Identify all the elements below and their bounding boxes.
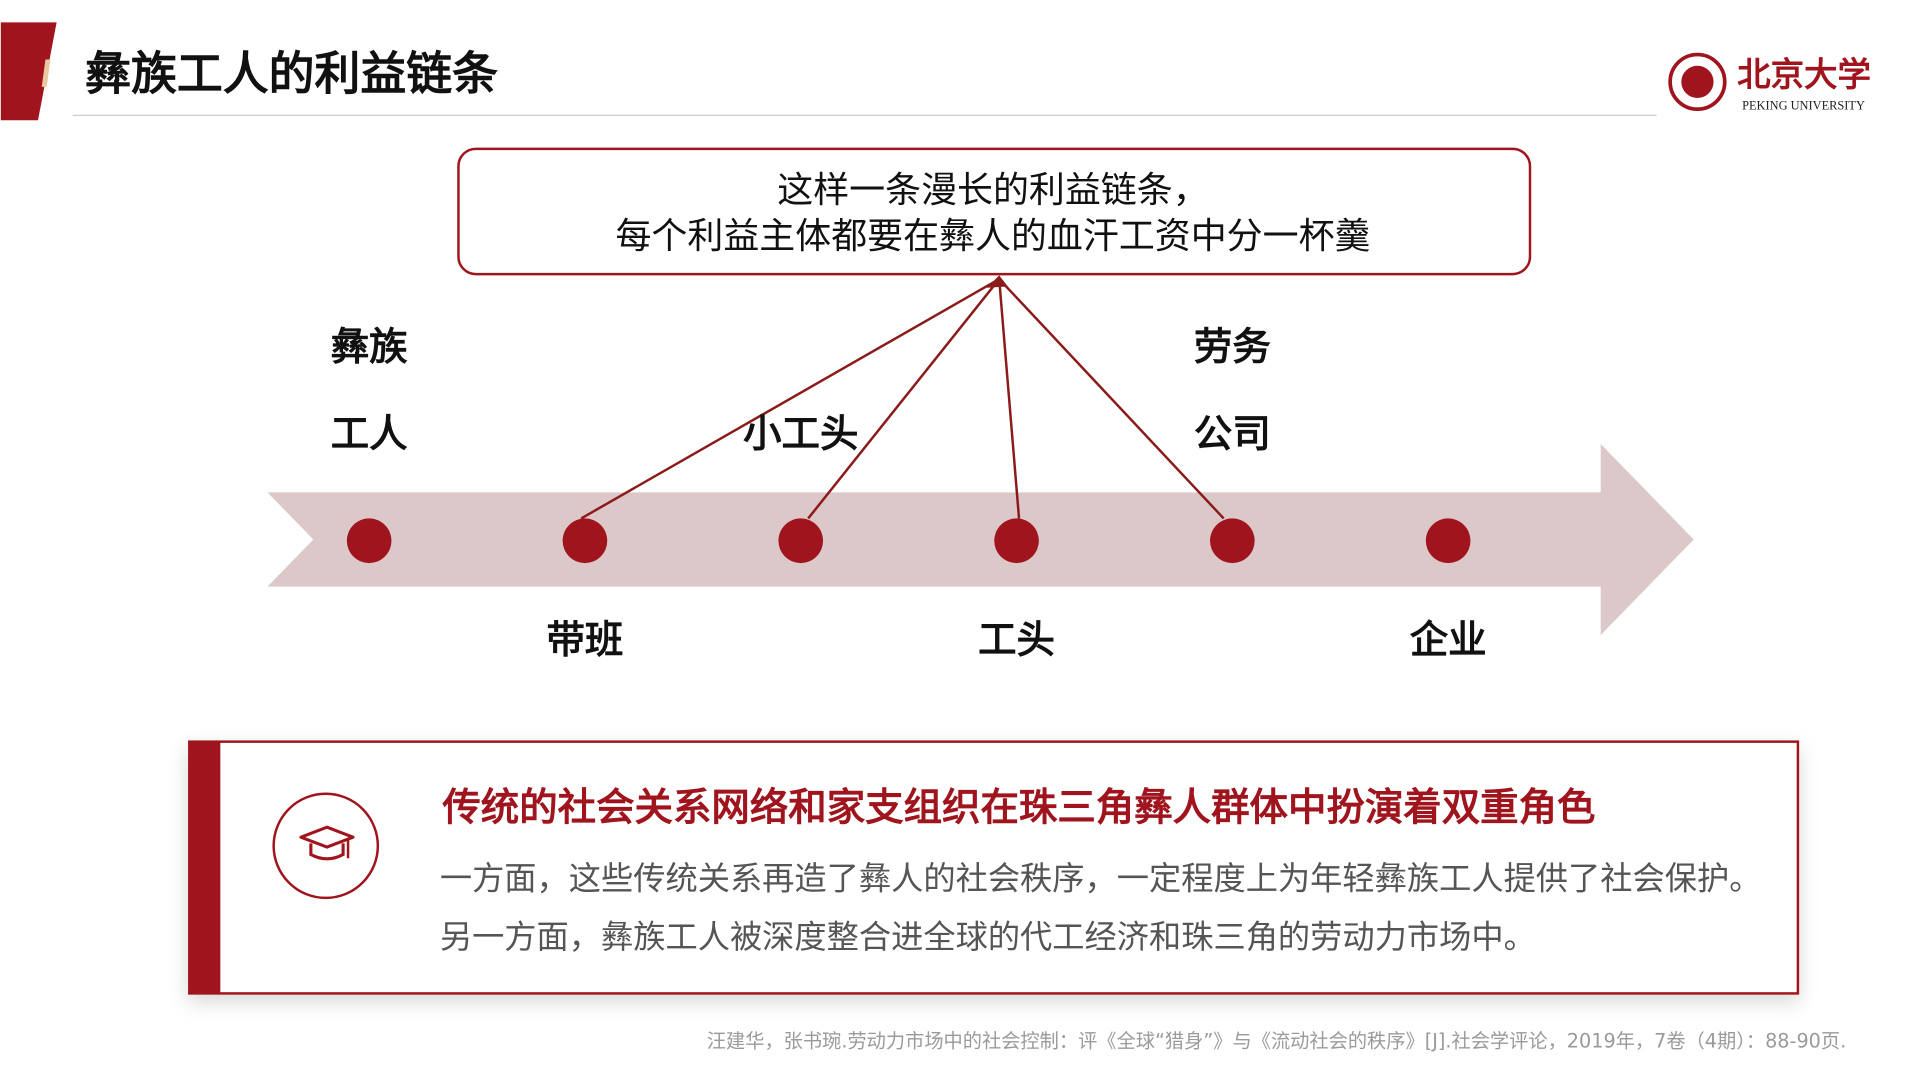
connector xyxy=(997,278,1021,519)
note-icon xyxy=(272,792,380,900)
connector xyxy=(807,278,1001,520)
chain-node xyxy=(994,518,1039,564)
callout-box xyxy=(457,147,1532,276)
logo-english: PEKING UNIVERSITY xyxy=(1742,99,1865,113)
icon-ring xyxy=(272,792,380,900)
note-box xyxy=(188,740,1800,995)
node-label: 工头 xyxy=(978,618,1055,663)
header-accent-stripe xyxy=(41,59,51,87)
slide-title: 彝族工人的利益链条 xyxy=(85,46,498,100)
note-heading: 传统的社会关系网络和家支组织在珠三角彝人群体中扮演着双重角色 xyxy=(441,785,1595,830)
chain-node xyxy=(1425,518,1471,564)
node-label: 小工头 xyxy=(743,412,858,457)
note-accent xyxy=(189,741,221,994)
chain-node xyxy=(562,518,608,564)
connectors xyxy=(580,277,1225,520)
logo: 北京大学 PEKING UNIVERSITY xyxy=(1668,52,1871,113)
logo-seal-center xyxy=(1681,65,1714,98)
chain-node xyxy=(346,518,392,564)
callout-line: 这样一条漫长的利益链条， xyxy=(777,170,1208,211)
node-label: 企业 xyxy=(1410,618,1487,663)
icon-cap-base xyxy=(309,843,345,861)
icon-cap xyxy=(299,825,355,849)
node-label: 彝族 xyxy=(331,325,408,370)
callout-line: 每个利益主体都要在彝人的血汗工资中分一杯羹 xyxy=(615,216,1370,257)
note-paragraph: 一方面，这些传统关系再造了彝人的社会秩序，一定程度上为年轻彝族工人提供了社会保护… xyxy=(440,860,1762,898)
chain-nodes xyxy=(346,518,1471,564)
chain-node xyxy=(1210,518,1255,564)
citation: 汪建华，张书琬.劳动力市场中的社会控制：评《全球“猎身”》与《流动社会的秩序》[… xyxy=(707,1029,1846,1052)
connector xyxy=(580,277,1000,520)
logo-seal xyxy=(1668,52,1727,112)
node-label: 劳务 xyxy=(1194,325,1271,370)
chain-node xyxy=(778,518,824,564)
connector-head xyxy=(986,275,1008,288)
node-label: 公司 xyxy=(1194,412,1271,457)
header-accent xyxy=(0,22,57,121)
connector xyxy=(998,278,1225,520)
node-label: 工人 xyxy=(331,412,408,457)
note-paragraph: 另一方面，彝族工人被深度整合进全球的代工经济和珠三角的劳动力市场中。 xyxy=(440,918,1536,956)
node-label: 带班 xyxy=(547,618,624,663)
chain-arrow xyxy=(267,444,1694,635)
logo-chinese: 北京大学 xyxy=(1737,55,1871,94)
